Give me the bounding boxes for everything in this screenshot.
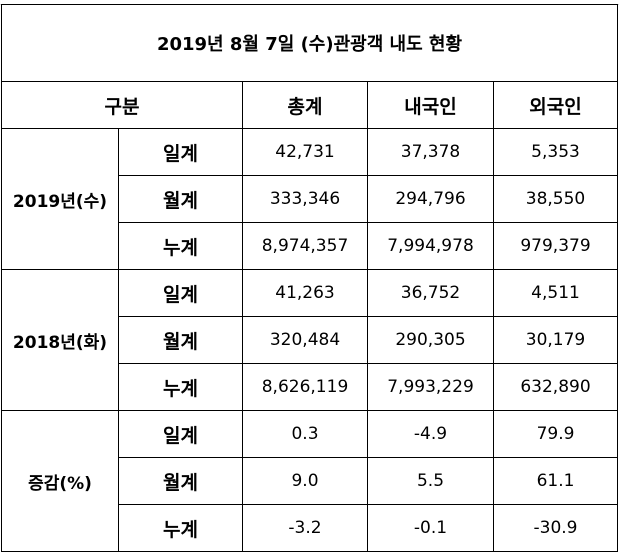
domestic-cell: 294,796 — [367, 175, 494, 223]
total-cell: 8,974,357 — [242, 222, 368, 270]
table-row: 누계 8,974,357 7,994,978 979,379 — [2, 222, 618, 270]
row-label: 누계 — [118, 222, 243, 270]
foreign-cell: -30.9 — [493, 504, 618, 552]
row-label: 월계 — [118, 457, 243, 505]
table-row: 증감(%) 일계 0.3 -4.9 79.9 — [1, 410, 618, 552]
foreign-cell: 5,353 — [493, 128, 618, 176]
domestic-cell: -4.9 — [367, 410, 494, 458]
header-domestic: 내국인 — [367, 81, 494, 129]
domestic-cell: 290,305 — [367, 316, 494, 364]
total-cell: 8,626,119 — [242, 363, 368, 411]
header-total: 총계 — [242, 81, 368, 129]
row-label: 일계 — [118, 410, 243, 458]
table-row: 2019년(수) 일계 42,731 37,378 5,353 — [1, 128, 618, 270]
foreign-cell: 38,550 — [493, 175, 618, 223]
table-row: 월계 333,346 294,796 38,550 — [2, 175, 618, 223]
row-label: 일계 — [118, 269, 243, 317]
header-category: 구분 — [1, 81, 243, 129]
table-row: 월계 320,484 290,305 30,179 — [2, 316, 618, 364]
total-cell: 333,346 — [242, 175, 368, 223]
total-cell: 320,484 — [242, 316, 368, 364]
domestic-cell: -0.1 — [367, 504, 494, 552]
row-label: 누계 — [118, 504, 243, 552]
row-label: 일계 — [118, 128, 243, 176]
tourist-arrivals-table: 2019년 8월 7일 (수)관광객 내도 현황 구분 총계 내국인 외국인 2… — [1, 4, 618, 552]
row-label: 월계 — [118, 316, 243, 364]
table-row: 누계 8,626,119 7,993,229 632,890 — [2, 363, 618, 411]
domestic-cell: 5.5 — [367, 457, 494, 505]
group-label: 증감(%) — [1, 410, 119, 552]
domestic-cell: 37,378 — [367, 128, 494, 176]
foreign-cell: 979,379 — [493, 222, 618, 270]
domestic-cell: 36,752 — [367, 269, 494, 317]
table-title: 2019년 8월 7일 (수)관광객 내도 현황 — [1, 4, 618, 82]
group-label: 2019년(수) — [1, 128, 119, 270]
foreign-cell: 61.1 — [493, 457, 618, 505]
total-cell: 41,263 — [242, 269, 368, 317]
foreign-cell: 79.9 — [493, 410, 618, 458]
total-cell: 42,731 — [242, 128, 368, 176]
domestic-cell: 7,994,978 — [367, 222, 494, 270]
foreign-cell: 30,179 — [493, 316, 618, 364]
header-foreign: 외국인 — [493, 81, 618, 129]
total-cell: 0.3 — [242, 410, 368, 458]
group-label: 2018년(화) — [1, 269, 119, 411]
total-cell: 9.0 — [242, 457, 368, 505]
row-label: 월계 — [118, 175, 243, 223]
foreign-cell: 632,890 — [493, 363, 618, 411]
table-row: 2018년(화) 일계 41,263 36,752 4,511 — [1, 269, 618, 411]
total-cell: -3.2 — [242, 504, 368, 552]
foreign-cell: 4,511 — [493, 269, 618, 317]
row-label: 누계 — [118, 363, 243, 411]
domestic-cell: 7,993,229 — [367, 363, 494, 411]
